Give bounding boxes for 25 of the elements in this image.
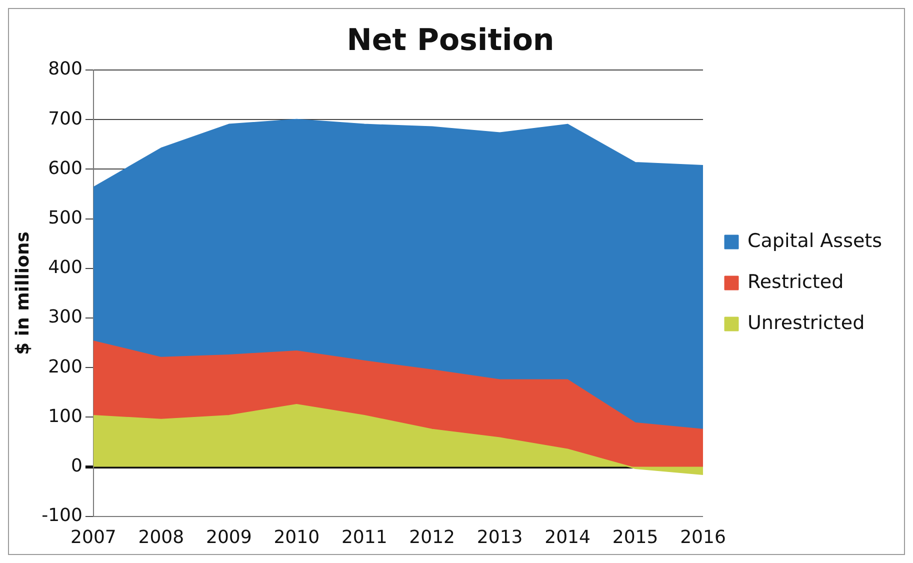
x-tick-label: 2015 <box>612 526 658 548</box>
x-tick-label: 2007 <box>70 526 116 548</box>
y-tick-label: 400 <box>48 257 82 278</box>
y-axis-title: $ in millions <box>12 232 34 355</box>
y-tick-label: 600 <box>48 158 82 179</box>
y-tick-label: 500 <box>48 207 82 228</box>
x-tick-label: 2014 <box>544 526 590 548</box>
x-tick-label: 2011 <box>341 526 388 548</box>
y-tick-label: -100 <box>42 505 82 526</box>
legend-label: Restricted <box>748 270 844 293</box>
x-tick-label: 2010 <box>274 526 320 548</box>
y-tick-label: 200 <box>48 356 82 378</box>
y-tick-label: 700 <box>48 108 82 130</box>
x-tick-label: 2012 <box>409 526 455 548</box>
x-tick-label: 2016 <box>680 526 726 548</box>
y-tick-label: 300 <box>48 306 82 328</box>
x-tick-label: 2013 <box>476 526 523 548</box>
y-tick-label: 800 <box>48 58 82 80</box>
y-tick-label: 100 <box>48 406 82 427</box>
x-tick-label: 2009 <box>206 526 252 548</box>
y-tick-label: 0 <box>71 455 82 476</box>
legend-label: Unrestricted <box>748 312 865 334</box>
legend-label: Capital Assets <box>748 230 882 252</box>
x-tick-label: 2008 <box>138 526 184 548</box>
chart-title: Net Position <box>346 22 554 58</box>
